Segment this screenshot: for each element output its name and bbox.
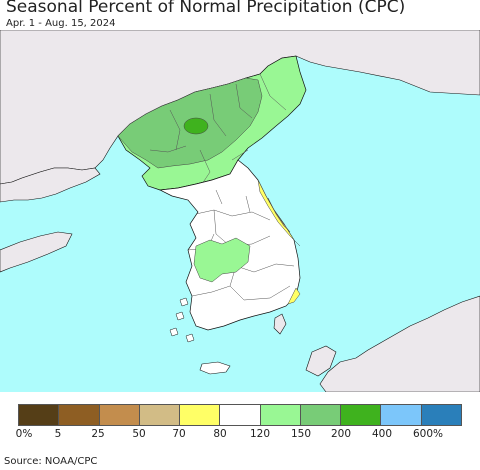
southeast-coast-yellow-strip: [287, 287, 301, 305]
shandong-peninsula: [0, 231, 73, 273]
legend-swatch: [421, 405, 461, 425]
legend-swatch: [99, 405, 140, 425]
legend-label: 600%: [412, 428, 444, 440]
legend-label: 50: [132, 428, 146, 440]
legend-labels: 0% 5 25 50 70 80 120 150 200 400 600%: [0, 428, 480, 442]
precipitation-map: [0, 30, 480, 392]
sk-region-southwest: [193, 237, 251, 283]
legend-swatch: [300, 405, 342, 425]
legend-label: 200: [330, 428, 352, 440]
legend-swatch: [260, 405, 301, 425]
legend-swatch: [59, 405, 100, 425]
legend-swatch: [139, 405, 181, 425]
legend-swatch: [381, 405, 422, 425]
tsushima-island: [273, 313, 287, 335]
legend-label: 120: [249, 428, 271, 440]
japan-kyushu: [305, 345, 337, 377]
legend-label: 150: [290, 428, 312, 440]
legend-swatch: [220, 405, 261, 425]
map-title: Seasonal Percent of Normal Precipitation…: [6, 0, 406, 17]
map-canvas: [0, 30, 480, 392]
legend-label: 5: [54, 428, 62, 440]
nk-core-high-precip: [183, 117, 209, 135]
nk-province-borders: [149, 73, 287, 185]
legend-label: 80: [213, 428, 227, 440]
legend-label: 400: [371, 428, 393, 440]
legend-swatch: [180, 405, 221, 425]
legend-label: 25: [91, 428, 105, 440]
southwest-islands: [169, 297, 195, 343]
legend-label: 0%: [15, 428, 33, 440]
east-coast-yellow-strip: [257, 179, 301, 247]
jeju-island: [199, 361, 231, 375]
legend-label: 70: [172, 428, 186, 440]
legend-swatch: [19, 405, 60, 425]
east-coast-tan-core: [267, 197, 291, 233]
liaodong-peninsula: [0, 167, 101, 203]
date-range: Apr. 1 - Aug. 15, 2024: [6, 18, 116, 29]
color-legend: [18, 404, 462, 426]
legend-swatch: [341, 405, 382, 425]
source-credit: Source: NOAA/CPC: [4, 456, 98, 467]
japan-honshu: [319, 295, 480, 392]
